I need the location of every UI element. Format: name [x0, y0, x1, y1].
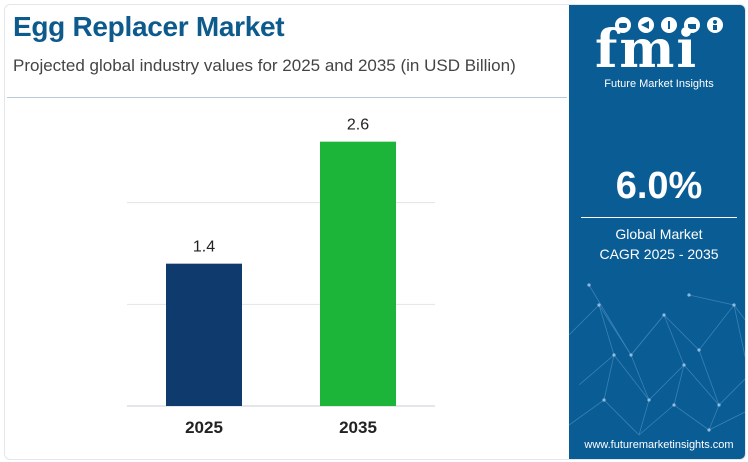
cagr-label: Global Market CAGR 2025 - 2035: [569, 224, 745, 264]
x-tick-labels: 2025 2035: [185, 418, 377, 437]
data-labels: 1.4 2.6: [193, 117, 369, 256]
header-divider: [7, 97, 567, 98]
cagr-value: 6.0%: [615, 165, 703, 207]
bar-chart: 1.4 2.6 2025 2035: [127, 117, 435, 437]
cagr-label-line2: CAGR 2025 - 2035: [599, 246, 719, 262]
bars: [166, 141, 396, 406]
x-tick-2025: 2025: [185, 418, 223, 437]
bar-2025: [166, 263, 242, 406]
website-link[interactable]: www.futuremarketinsights.com: [584, 439, 734, 451]
data-label-2035: 2.6: [347, 117, 369, 134]
cagr-panel: fmi Future Market Insights 6.0% Global M…: [569, 5, 745, 459]
bar-2035: [320, 141, 396, 406]
cagr-label-line1: Global Market: [615, 226, 703, 242]
logo-icons: [615, 17, 723, 33]
cagr-divider: [581, 217, 737, 218]
chart-title: Egg Replacer Market: [13, 11, 285, 42]
logo-subtitle: Future Market Insights: [604, 78, 714, 90]
fmi-logo: fmi: [595, 19, 699, 80]
x-tick-2035: 2035: [339, 418, 377, 437]
chart-subtitle: Projected global industry values for 202…: [13, 56, 516, 75]
infographic-card: Egg Replacer Market Projected global ind…: [4, 4, 746, 460]
data-label-2025: 1.4: [193, 239, 215, 256]
network-pattern-icon: [569, 283, 745, 436]
